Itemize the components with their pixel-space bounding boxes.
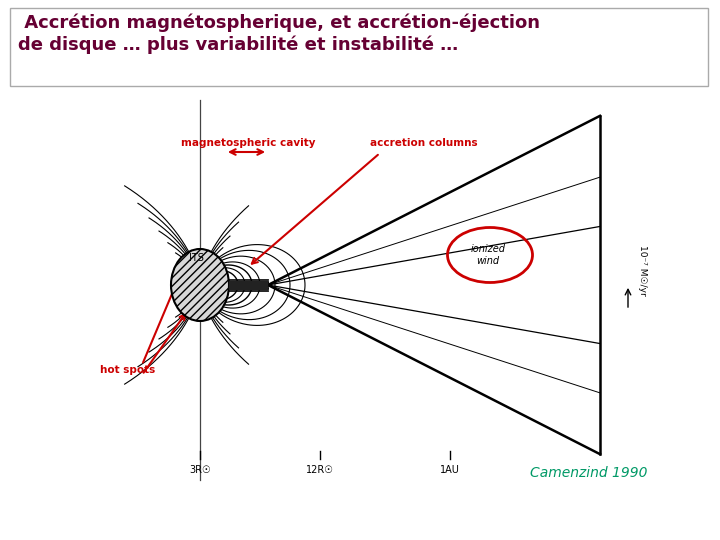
Ellipse shape	[171, 249, 229, 321]
Text: accretion columns: accretion columns	[370, 138, 477, 148]
Text: ITS: ITS	[189, 253, 204, 263]
Text: 3R☉: 3R☉	[189, 465, 211, 475]
Text: 12R☉: 12R☉	[306, 465, 334, 475]
Text: Camenzind 1990: Camenzind 1990	[530, 466, 647, 480]
Text: Accrétion magnétospherique, et accrétion-éjection
de disque … plus variabilité e: Accrétion magnétospherique, et accrétion…	[18, 14, 540, 54]
Text: ionized
wind: ionized wind	[470, 244, 505, 266]
Bar	[228, 280, 268, 290]
Text: magnetospheric cavity: magnetospheric cavity	[181, 138, 315, 148]
Text: hot spots: hot spots	[100, 365, 156, 375]
Text: 10⁻⁷ M☉/yr: 10⁻⁷ M☉/yr	[638, 245, 647, 295]
Text: 1AU: 1AU	[440, 465, 460, 475]
